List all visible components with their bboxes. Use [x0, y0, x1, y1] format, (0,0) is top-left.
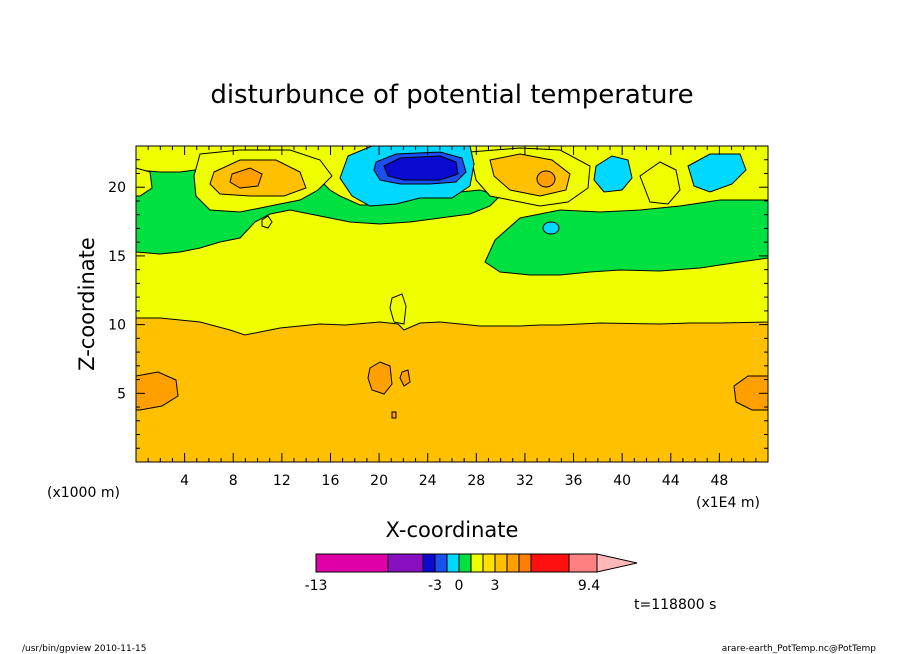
- colorbar-label: 9.4: [578, 578, 600, 594]
- colorbar-label: -3: [428, 578, 442, 594]
- colorbar-swatch: [315, 553, 389, 573]
- colorbar-swatch: [470, 553, 484, 573]
- colorbar-swatch: [506, 553, 520, 573]
- x-tick-label: 24: [419, 473, 437, 489]
- x-tick-label: 36: [565, 473, 583, 489]
- patch-blue-2: [383, 155, 459, 181]
- time-label: t=118800 s: [634, 597, 716, 613]
- patch-dark-orange-4: [733, 375, 768, 411]
- x-tick-labels: 4 8 12 16 20 24 28 32 36 40 44 48: [180, 473, 728, 489]
- y-unit-label: (x1000 m): [47, 485, 120, 501]
- footer-left: /usr/bin/gpview 2010-11-15: [22, 644, 146, 654]
- footer-right: arare-earth_PotTemp.nc@PotTemp: [722, 644, 877, 654]
- x-tick-label: 28: [467, 473, 485, 489]
- x-tick-label: 12: [273, 473, 291, 489]
- colorbar-swatch: [422, 553, 436, 573]
- colorbar: [315, 553, 638, 573]
- x-tick-label: 20: [370, 473, 388, 489]
- colorbar-swatch: [530, 553, 570, 573]
- x-tick-label: 40: [613, 473, 631, 489]
- colorbar-swatch: [482, 553, 496, 573]
- patch-cyan-4: [542, 221, 560, 235]
- colorbar-swatch: [458, 553, 472, 573]
- x-tick-label: 44: [662, 473, 680, 489]
- colorbar-swatch: [434, 553, 448, 573]
- x-tick-label: 4: [180, 473, 189, 489]
- colorbar-swatch: [494, 553, 508, 573]
- y-tick-label: 15: [108, 249, 126, 265]
- colorbar-label: -13: [305, 578, 328, 594]
- axis-ticks: [136, 146, 768, 462]
- patch-dark-orange-7: [391, 411, 397, 419]
- patch-yellow-3: [639, 161, 681, 205]
- x-tick-label: 48: [710, 473, 728, 489]
- colorbar-arrow: [596, 553, 638, 573]
- colorbar-swatch: [387, 553, 424, 573]
- patch-yellow-6: [389, 293, 407, 325]
- patch-cyan-3: [687, 153, 747, 193]
- patch-dark-orange-5: [367, 361, 393, 395]
- x-tick-label: 8: [229, 473, 238, 489]
- y-tick-labels: 5 10 15 20: [108, 180, 126, 402]
- chart-title: disturbunce of potential temperature: [210, 80, 693, 110]
- y-tick-label: 5: [117, 386, 126, 402]
- patch-yellow-4: [136, 167, 153, 197]
- x-unit-label: (x1E4 m): [696, 495, 760, 511]
- x-axis-label: X-coordinate: [386, 518, 519, 542]
- colorbar-labels: -13 -3 0 3 9.4: [305, 578, 601, 594]
- y-tick-label: 20: [108, 180, 126, 196]
- colorbar-swatch: [446, 553, 460, 573]
- y-tick-label: 10: [108, 318, 126, 334]
- patch-dark-orange-3: [136, 371, 179, 411]
- colorbar-label: 0: [455, 578, 464, 594]
- x-tick-label: 16: [322, 473, 340, 489]
- colorbar-swatch: [568, 553, 598, 573]
- patch-dark-orange-1: [229, 167, 263, 189]
- x-tick-label: 32: [516, 473, 534, 489]
- plot-area: [136, 146, 768, 462]
- patch-dark-orange-6: [399, 369, 411, 387]
- patch-dark-orange-2: [536, 170, 556, 188]
- y-axis-label: Z-coordinate: [75, 237, 99, 371]
- colorbar-label: 3: [491, 578, 500, 594]
- colorbar-swatch: [518, 553, 532, 573]
- patch-cyan-2: [593, 155, 633, 193]
- patch-yellow-5: [261, 215, 273, 229]
